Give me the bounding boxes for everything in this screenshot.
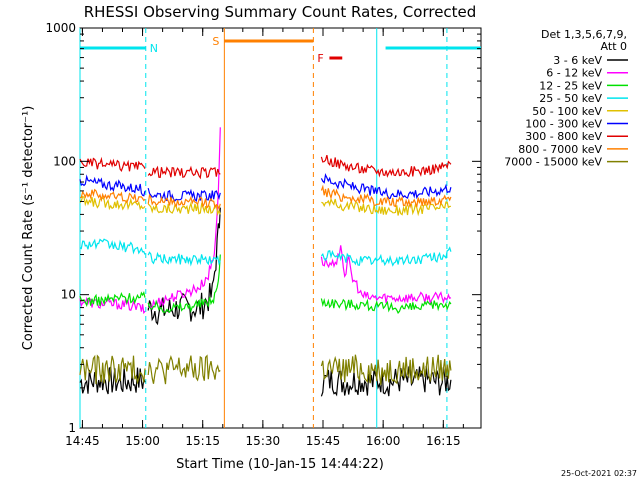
timestamp: 25-Oct-2021 02:37 [561,469,637,478]
x-tick-label: 16:00 [366,434,401,448]
y-axis-label: Corrected Count Rate (s⁻¹ detector⁻¹) [21,106,36,351]
series-line-0-seg-2 [320,365,452,397]
y-tick-label: 1 [68,421,76,435]
x-tick-label: 14:45 [65,434,100,448]
legend-header-line: Att 0 [601,40,627,53]
series-line-4-seg-0 [79,195,146,211]
series-line-1-seg-0 [79,296,146,315]
flag-label-s: S [212,35,219,48]
series-1 [79,127,452,315]
x-tick-label: 16:15 [426,434,461,448]
series-line-6-seg-2 [320,154,452,178]
plot-frame [79,27,482,429]
series-line-5-seg-1 [147,187,221,202]
legend-entry-label: 25 - 50 keV [539,92,602,105]
series-line-6-seg-0 [79,156,146,173]
series-6 [79,154,452,180]
series-2 [79,254,452,314]
series-line-2-seg-2 [320,298,452,314]
x-tick-label: 15:15 [185,434,220,448]
legend-entry-label: 300 - 800 keV [525,130,602,143]
series-line-2-seg-1 [147,254,221,314]
legend-entry-label: 3 - 6 keV [553,54,602,67]
series-line-7-seg-0 [79,188,146,204]
chart-title: RHESSI Observing Summary Count Rates, Co… [84,3,477,21]
series-7 [79,184,452,211]
legend-entry-label: 6 - 12 keV [546,67,602,80]
series-line-3-seg-1 [147,251,221,267]
legend-entry-label: 7000 - 15000 keV [504,156,602,169]
x-axis-label: Start Time (10-Jan-15 14:44:22) [176,457,384,472]
series-3 [79,238,452,267]
series-line-1-seg-2 [320,245,452,305]
series-line-6-seg-1 [147,165,221,180]
series-line-0-seg-0 [79,366,146,395]
y-tick-label: 100 [53,154,76,168]
legend-entry-label: 50 - 100 keV [532,105,602,118]
series-8 [79,354,452,386]
flag-label-n: N [150,42,158,55]
series-line-8-seg-1 [147,354,221,385]
series-line-4-seg-1 [147,201,221,217]
x-tick-label: 15:45 [306,434,341,448]
y-tick-label: 10 [61,288,76,302]
legend-header-line: Det 1,3,5,6,7,9, [541,28,627,41]
series-line-7-seg-2 [320,184,452,209]
series-line-3-seg-2 [320,246,452,267]
y-tick-label: 1000 [45,21,76,35]
series-line-1-seg-1 [147,127,221,311]
series-line-8-seg-2 [320,354,452,386]
legend-entry-label: 100 - 300 keV [525,118,602,131]
series-line-5-seg-2 [320,172,452,200]
series-line-5-seg-0 [79,174,146,197]
legend-entry-label: 12 - 25 keV [539,79,602,92]
x-tick-label: 15:00 [125,434,160,448]
series-line-8-seg-0 [79,354,146,385]
series-line-2-seg-0 [79,291,146,308]
series-line-7-seg-1 [147,193,221,211]
legend-entry-label: 800 - 7000 keV [518,143,602,156]
flag-label-f: F [317,52,323,65]
x-tick-label: 15:30 [246,434,281,448]
series-5 [79,172,452,202]
series-line-3-seg-0 [79,238,146,255]
